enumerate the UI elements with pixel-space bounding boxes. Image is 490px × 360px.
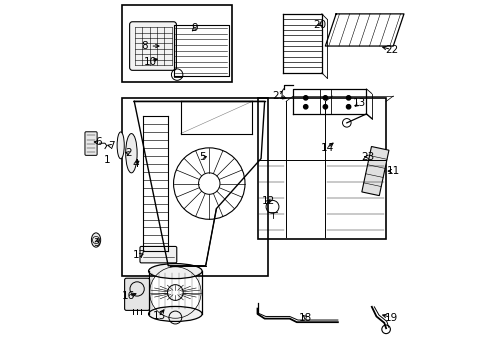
Text: 6: 6	[95, 138, 102, 148]
Circle shape	[323, 96, 327, 100]
Text: 3: 3	[94, 238, 100, 248]
Bar	[122, 5, 232, 82]
Circle shape	[323, 105, 327, 109]
Circle shape	[346, 105, 351, 109]
Ellipse shape	[148, 264, 202, 279]
Text: 1: 1	[104, 156, 111, 165]
FancyBboxPatch shape	[85, 132, 97, 156]
Bar	[122, 98, 268, 276]
Text: 4: 4	[133, 159, 139, 169]
Polygon shape	[362, 147, 389, 195]
Bar	[258, 98, 386, 239]
Text: 19: 19	[385, 312, 398, 323]
Text: 9: 9	[192, 23, 198, 33]
Ellipse shape	[92, 233, 100, 247]
Text: 12: 12	[262, 197, 275, 206]
Text: 11: 11	[387, 166, 400, 176]
FancyBboxPatch shape	[124, 278, 149, 310]
Ellipse shape	[148, 306, 202, 321]
Text: 10: 10	[144, 57, 157, 67]
Text: 22: 22	[385, 45, 398, 55]
Circle shape	[346, 96, 351, 100]
Text: 8: 8	[142, 41, 148, 51]
Ellipse shape	[117, 132, 124, 159]
Circle shape	[304, 105, 308, 109]
FancyBboxPatch shape	[130, 22, 176, 70]
Text: 15: 15	[153, 311, 166, 321]
Text: 2: 2	[125, 148, 132, 158]
FancyBboxPatch shape	[140, 247, 177, 263]
Text: 5: 5	[199, 152, 205, 162]
Text: 16: 16	[122, 291, 136, 301]
Text: 13: 13	[353, 98, 366, 108]
Ellipse shape	[126, 134, 137, 173]
Text: 14: 14	[320, 143, 334, 153]
Text: 23: 23	[362, 152, 375, 162]
Text: 21: 21	[272, 91, 286, 101]
Text: 7: 7	[108, 141, 114, 151]
Text: 18: 18	[299, 312, 312, 323]
Text: 20: 20	[314, 19, 326, 30]
Text: 17: 17	[133, 250, 146, 260]
Circle shape	[304, 96, 308, 100]
